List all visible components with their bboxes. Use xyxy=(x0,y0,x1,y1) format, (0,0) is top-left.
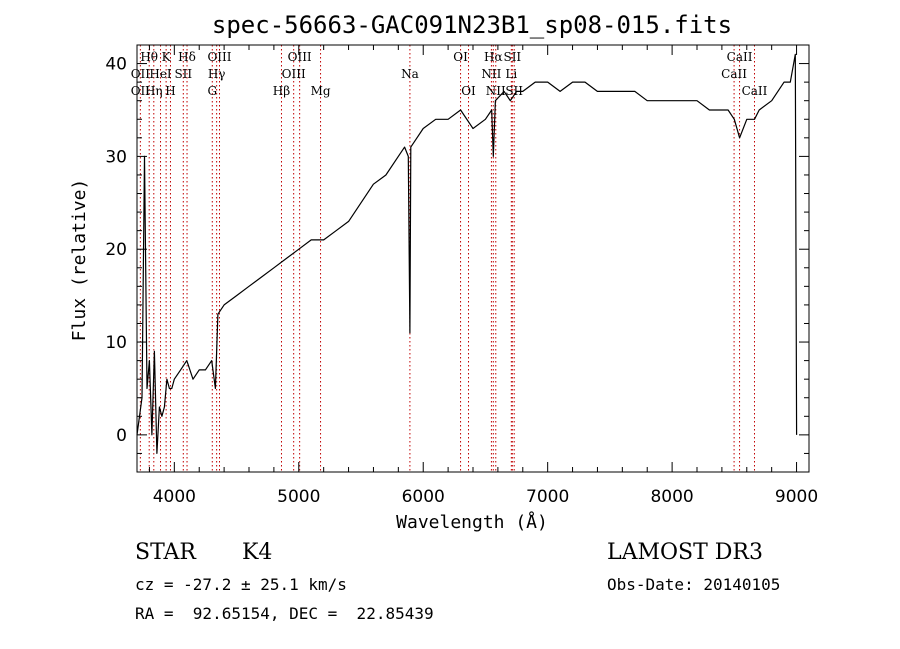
line-marker-label: OIII xyxy=(282,67,306,81)
line-marker-label: OI xyxy=(461,84,476,98)
line-marker-label: OI xyxy=(453,50,468,64)
line-marker-label: Hγ xyxy=(208,67,226,81)
x-axis-label: Wavelength (Å) xyxy=(396,511,548,533)
line-marker-label: SII xyxy=(505,84,523,98)
y-tick-label: 0 xyxy=(116,426,127,446)
line-marker-label: OIII xyxy=(207,50,231,64)
line-marker-label: Hα xyxy=(484,50,503,64)
line-marker-label: Hδ xyxy=(178,50,196,64)
obs-date: Obs-Date: 20140105 xyxy=(607,575,781,594)
coordinates-readout: RA = 92.65154, DEC = 22.85439 xyxy=(135,604,434,623)
y-axis-label: Flux (relative) xyxy=(69,179,90,342)
line-marker-label: Hβ xyxy=(273,84,290,98)
spectrum-line xyxy=(136,53,798,454)
line-marker-label: SII xyxy=(503,50,521,64)
redshift-readout: cz = -27.2 ± 25.1 km/s xyxy=(135,575,347,594)
line-marker-label: K xyxy=(162,50,172,64)
line-marker-label: CaII xyxy=(721,67,747,81)
y-tick-label: 30 xyxy=(105,147,127,167)
x-tick-label: 9000 xyxy=(775,487,818,507)
line-marker-label: Hη xyxy=(145,84,163,98)
line-marker-label: Hθ xyxy=(140,50,158,64)
line-marker-label: Li xyxy=(505,67,517,81)
line-marker-labels: OII OII Hθ Hη HeI K H SII Hδ G Hγ OIII Hβ OIII OIII Mg N… xyxy=(131,50,768,98)
line-marker-label: NII xyxy=(481,67,501,81)
line-marker-label: Mg xyxy=(311,84,331,98)
line-marker-label: H xyxy=(165,84,175,98)
object-class: STAR xyxy=(135,540,196,565)
axis-ticks: 4000 5000 6000 7000 8000 9000 0 10 20 30 40 xyxy=(105,44,818,507)
x-tick-label: 6000 xyxy=(402,487,445,507)
line-markers xyxy=(139,45,755,472)
line-marker-label: Na xyxy=(401,67,419,81)
x-tick-label: 4000 xyxy=(153,487,196,507)
survey-name: LAMOST DR3 xyxy=(607,540,763,565)
line-marker-label: OIII xyxy=(288,50,312,64)
y-tick-label: 40 xyxy=(105,55,127,75)
chart-title: spec-56663-GAC091N23B1_sp08-015.fits xyxy=(212,11,732,39)
line-marker-label: CaII xyxy=(727,50,753,64)
line-marker-label: CaII xyxy=(742,84,768,98)
x-tick-label: 7000 xyxy=(526,487,569,507)
line-marker-label: HeI xyxy=(149,67,172,81)
x-tick-label: 8000 xyxy=(650,487,693,507)
line-marker-label: SII xyxy=(174,67,192,81)
line-marker-label: OII xyxy=(131,67,151,81)
y-tick-label: 10 xyxy=(105,333,127,353)
spectrum-series xyxy=(136,53,798,454)
line-marker-label: G xyxy=(207,84,217,98)
line-marker-label: NII xyxy=(486,84,506,98)
line-marker-label: OII xyxy=(131,84,151,98)
subclass: K4 xyxy=(242,540,273,565)
x-tick-label: 5000 xyxy=(277,487,320,507)
y-tick-label: 20 xyxy=(105,240,127,260)
